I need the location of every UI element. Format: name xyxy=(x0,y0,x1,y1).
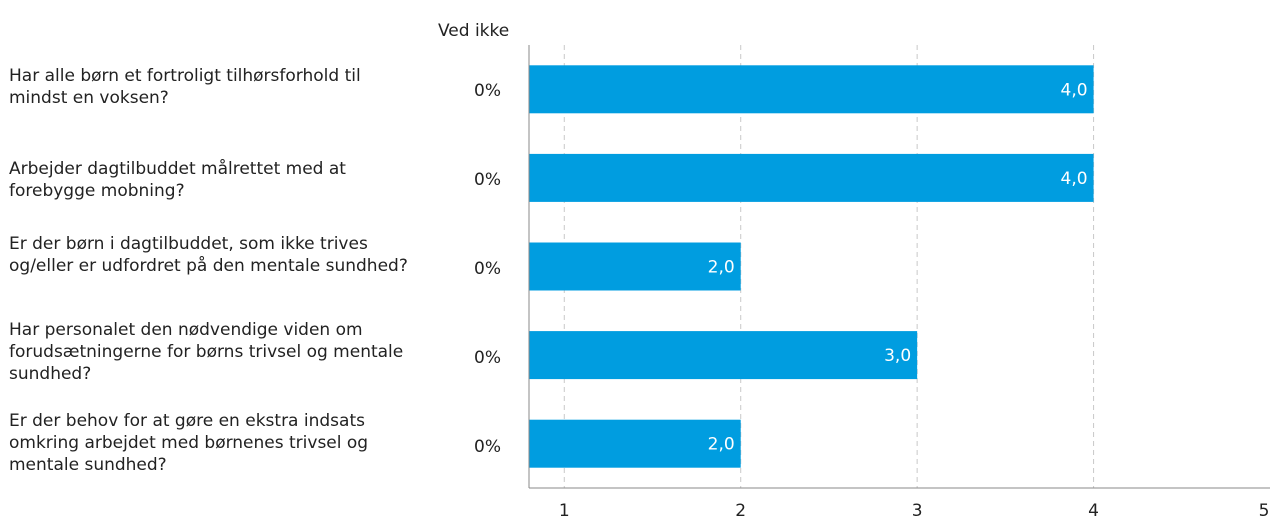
bar-value-label: 2,0 xyxy=(708,258,735,278)
bar xyxy=(529,65,1094,114)
question-label: Er der behov for at gøre en ekstra indsa… xyxy=(9,411,369,475)
question-label: Arbejder dagtilbuddet målrettet med at f… xyxy=(9,159,346,201)
x-tick-label: 5 xyxy=(1259,501,1270,521)
bar-value-label: 4,0 xyxy=(1061,80,1088,100)
x-tick-label: 1 xyxy=(559,501,570,521)
question-label: Har alle børn et fortroligt tilhørsforho… xyxy=(9,66,361,108)
bar-value-label: 2,0 xyxy=(708,435,735,455)
ved-ikke-percent: 0% xyxy=(474,259,501,279)
question-label: Har personalet den nødvendige viden om f… xyxy=(9,320,404,384)
bar xyxy=(529,242,741,291)
x-tick-label: 4 xyxy=(1088,501,1099,521)
ved-ikke-percent: 0% xyxy=(474,170,501,190)
x-tick-label: 3 xyxy=(912,501,923,521)
bar-value-label: 4,0 xyxy=(1061,169,1088,189)
ved-ikke-header: Ved ikke xyxy=(438,21,510,41)
ved-ikke-percent: 0% xyxy=(474,437,501,457)
ved-ikke-percent: 0% xyxy=(474,81,501,101)
bar xyxy=(529,331,918,380)
question-label: Er der børn i dagtilbuddet, som ikke tri… xyxy=(9,234,408,276)
ved-ikke-percent: 0% xyxy=(474,348,501,368)
bar-value-label: 3,0 xyxy=(884,346,911,366)
bar xyxy=(529,419,741,468)
bar xyxy=(529,153,1094,202)
x-tick-label: 2 xyxy=(735,501,746,521)
